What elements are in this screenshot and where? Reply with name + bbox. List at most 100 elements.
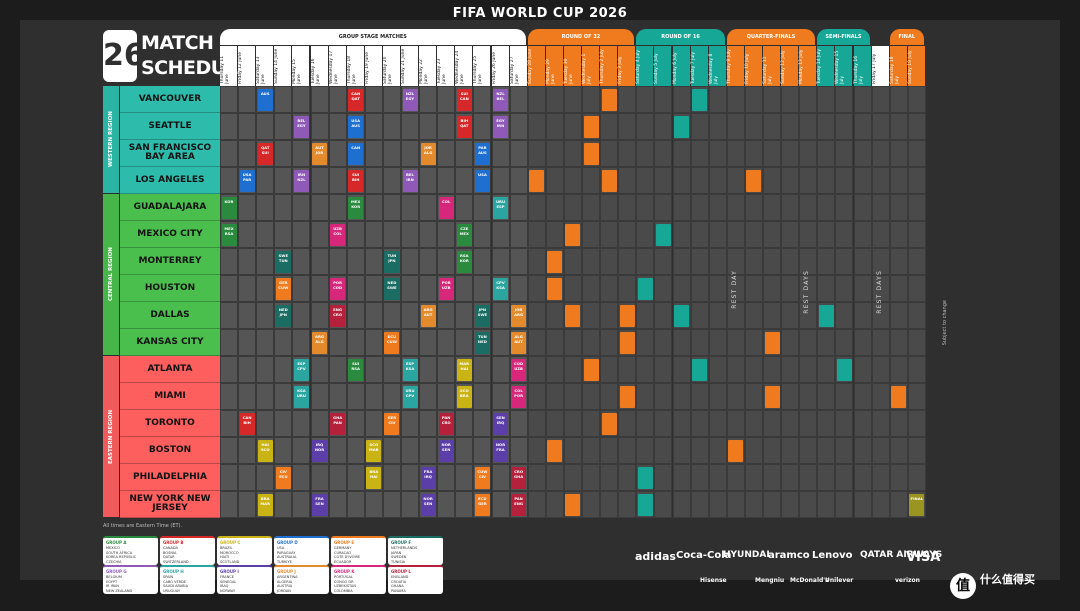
grid-cell (256, 113, 275, 140)
match-card: IRQ NOR (312, 439, 327, 462)
grid-cell (364, 86, 383, 113)
grid-cell (473, 194, 492, 221)
grid-cell (346, 221, 365, 248)
grid-cell (672, 410, 691, 437)
grid-cell (437, 113, 456, 140)
match-card (601, 88, 617, 111)
date-label: Sunday 14 June (274, 46, 292, 86)
match-card: GER CUW (275, 277, 291, 300)
match-card: TUN NED (474, 331, 490, 354)
grid-cell (726, 383, 745, 410)
sponsor-logo: Hisense (700, 577, 727, 584)
group-team: IRAQ (220, 584, 229, 588)
grid-cell (726, 329, 745, 356)
match-card: IRN NZL (293, 169, 309, 192)
group-team: TUNISIA (391, 559, 405, 564)
grid-cell (907, 410, 926, 437)
grid-cell (817, 383, 836, 410)
grid-cell (563, 356, 582, 383)
match-card: BEL IRN (402, 169, 418, 192)
match-card: KOR (221, 196, 237, 219)
grid-cell (654, 113, 673, 140)
group-card: GROUP C BRAZIL MOROCCO HAITI SCOTLAND (217, 536, 272, 565)
group-team: FRANCE (220, 575, 234, 579)
grid-cell (545, 491, 564, 518)
group-team: SCOTLAND (220, 559, 240, 564)
grid-cell (527, 194, 546, 221)
grid-cell (889, 329, 908, 356)
grid-cell (781, 140, 800, 167)
match-card: CRO GHA (511, 466, 527, 489)
date-label: Friday 19 June (364, 46, 382, 86)
match-card (637, 277, 653, 300)
grid-cell (744, 464, 763, 491)
grid-cell (763, 248, 782, 275)
grid-cell (799, 167, 818, 194)
grid-cell (799, 410, 818, 437)
match-card: NZL BEL (493, 88, 508, 111)
grid-cell (835, 491, 854, 518)
city-label: MIAMI (120, 383, 220, 410)
grid-cell (708, 275, 727, 302)
grid-cell (238, 221, 257, 248)
grid-cell (781, 491, 800, 518)
grid-cell (563, 194, 582, 221)
group-team: ALGERIA (277, 579, 293, 584)
match-card (836, 358, 852, 381)
grid-cell (401, 113, 420, 140)
grid-cell (781, 464, 800, 491)
grid-cell (853, 194, 872, 221)
grid-cell (744, 329, 763, 356)
rest-label: REST DAYS (875, 270, 883, 314)
grid-cell (889, 410, 908, 437)
match-card: COD UZB (511, 358, 527, 381)
grid-cell (618, 167, 637, 194)
match-card (565, 493, 581, 516)
match-card: USA AUS (348, 115, 364, 138)
match-card: SUI CAN (456, 88, 472, 111)
grid-cell (690, 113, 709, 140)
match-card (692, 358, 708, 381)
group-team: CABO VERDE (163, 579, 186, 584)
match-card: JOR ALG (420, 142, 436, 165)
match-card: MEX KOR (348, 196, 364, 219)
grid-cell (437, 383, 456, 410)
match-card: JOR ARG (511, 304, 527, 327)
grid-cell (763, 140, 782, 167)
grid-cell (382, 140, 401, 167)
match-card: FRA IRQ (420, 466, 436, 489)
grid-cell (799, 248, 818, 275)
grid-cell (636, 221, 655, 248)
grid-cell (600, 194, 619, 221)
grid-cell (726, 356, 745, 383)
group-card: GROUP G BELGIUM EGYPT IR IRAN NEW ZEALAND (103, 565, 158, 594)
grid-cell (419, 410, 438, 437)
grid-cell (817, 140, 836, 167)
group-card: GROUP E GERMANY CURACAO COTE D'IVOIRE ECUADO… (331, 536, 386, 565)
match-card: MAR HAI (456, 358, 472, 381)
city-label: NEW YORK NEW JERSEY (120, 491, 220, 518)
grid-cell (382, 113, 401, 140)
grid-cell (618, 464, 637, 491)
date-label: Tuesday 23 June (437, 46, 455, 86)
grid-cell (545, 113, 564, 140)
grid-cell (708, 329, 727, 356)
grid-cell (726, 221, 745, 248)
grid-cell (636, 302, 655, 329)
match-card: FRA SEN (312, 493, 327, 516)
grid-cell (636, 86, 655, 113)
date-label: Friday 3 July (618, 46, 636, 86)
grid-cell (654, 356, 673, 383)
city-label: MONTERREY (120, 248, 220, 275)
grid-cell (437, 491, 456, 518)
grid-cell (835, 437, 854, 464)
match-card: JPN SWE (474, 304, 490, 327)
rest-label: REST DAY (730, 270, 738, 309)
grid-cell (582, 437, 601, 464)
grid-cell (708, 113, 727, 140)
match-card: CAN (348, 142, 364, 165)
date-label: Thursday 11 June (220, 46, 237, 86)
group-team: PANAMA (391, 588, 406, 593)
match-card (674, 304, 689, 327)
grid-cell (889, 194, 908, 221)
